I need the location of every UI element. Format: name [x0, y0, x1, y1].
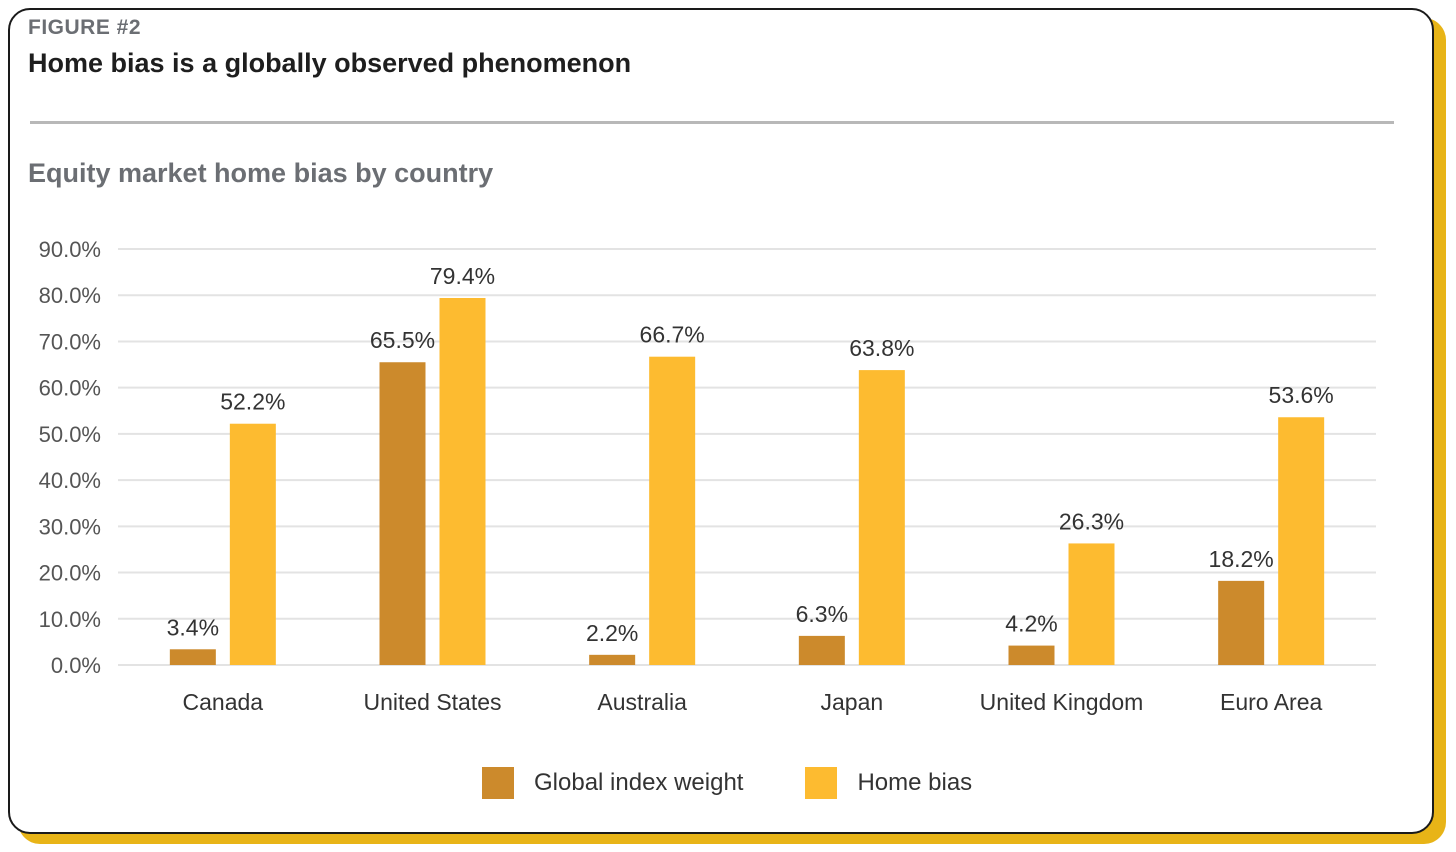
x-category-label: Australia	[597, 689, 687, 715]
bar-home-bias	[439, 297, 486, 665]
bar-global-index-weight	[1218, 580, 1265, 665]
bar-global-index-weight	[589, 654, 636, 665]
y-tick-label: 30.0%	[39, 514, 101, 539]
bar-home-bias	[649, 356, 696, 665]
legend-swatch-home-bias	[805, 767, 838, 799]
chart-subtitle: Equity market home bias by country	[28, 158, 494, 188]
y-tick-label: 90.0%	[39, 237, 101, 262]
legend-item-home-bias: Home bias	[805, 767, 972, 799]
bar-global-index-weight	[798, 635, 845, 665]
data-label: 65.5%	[370, 327, 435, 353]
y-tick-label: 0.0%	[51, 653, 101, 678]
x-category-label: Japan	[820, 689, 883, 715]
bar-home-bias	[1068, 543, 1115, 665]
legend-item-global-index-weight: Global index weight	[482, 767, 743, 799]
y-tick-label: 10.0%	[39, 607, 101, 632]
bar-global-index-weight	[169, 649, 216, 665]
bar-global-index-weight	[1008, 645, 1055, 665]
data-label: 26.3%	[1059, 508, 1124, 534]
bar-global-index-weight	[379, 362, 426, 665]
x-category-label: Canada	[183, 689, 264, 715]
y-tick-label: 60.0%	[39, 376, 101, 401]
data-label: 52.2%	[220, 389, 285, 415]
figure-card	[8, 8, 1434, 834]
legend-label-home-bias: Home bias	[857, 769, 973, 796]
data-label: 66.7%	[640, 322, 705, 348]
y-tick-label: 80.0%	[39, 283, 101, 308]
data-label: 79.4%	[430, 263, 495, 289]
data-label: 3.4%	[167, 614, 219, 640]
legend-swatch-global-index-weight	[482, 767, 514, 799]
title-divider	[30, 121, 1394, 124]
y-tick-label: 40.0%	[39, 468, 101, 493]
data-label: 53.6%	[1269, 382, 1334, 408]
x-category-label: Euro Area	[1220, 689, 1322, 715]
bar-home-bias	[229, 423, 276, 665]
bar-home-bias	[1278, 417, 1325, 665]
bar-home-bias	[858, 370, 905, 665]
data-label: 6.3%	[796, 601, 848, 627]
y-tick-label: 50.0%	[39, 422, 101, 447]
chart-legend: Global index weight Home bias	[482, 766, 1034, 800]
legend-label-global-index-weight: Global index weight	[534, 769, 744, 796]
x-category-label: United States	[363, 689, 501, 715]
figure-label: FIGURE #2	[28, 16, 142, 39]
data-label: 4.2%	[1005, 611, 1057, 637]
data-label: 2.2%	[586, 620, 638, 646]
y-tick-label: 70.0%	[39, 329, 101, 354]
x-category-label: United Kingdom	[980, 689, 1144, 715]
figure-title: Home bias is a globally observed phenome…	[28, 48, 632, 78]
y-tick-label: 20.0%	[39, 561, 101, 586]
data-label: 18.2%	[1209, 546, 1274, 572]
data-label: 63.8%	[849, 335, 914, 361]
